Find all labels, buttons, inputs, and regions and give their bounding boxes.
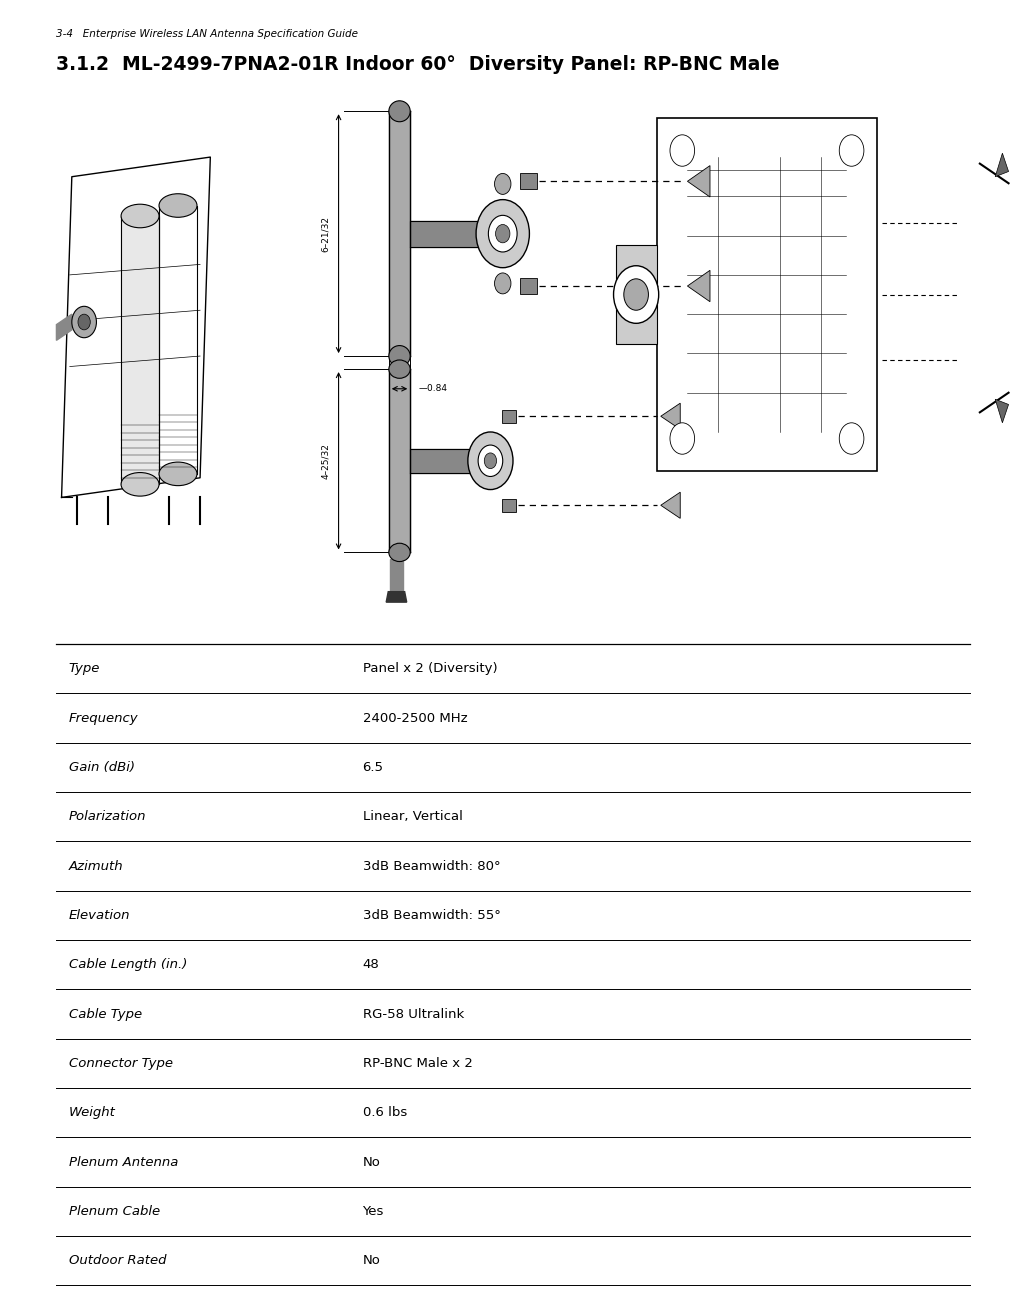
Polygon shape bbox=[995, 399, 1009, 423]
Circle shape bbox=[488, 216, 517, 253]
Polygon shape bbox=[56, 314, 72, 340]
Polygon shape bbox=[687, 271, 710, 302]
Text: No: No bbox=[362, 1254, 381, 1267]
Circle shape bbox=[839, 423, 864, 454]
Circle shape bbox=[495, 274, 511, 295]
Text: Elevation: Elevation bbox=[69, 908, 130, 922]
Ellipse shape bbox=[389, 543, 410, 562]
Text: Yes: Yes bbox=[362, 1204, 384, 1217]
Bar bbox=[520, 173, 537, 188]
Circle shape bbox=[670, 423, 695, 454]
Polygon shape bbox=[121, 216, 159, 484]
Polygon shape bbox=[687, 165, 710, 196]
Text: Outdoor Rated: Outdoor Rated bbox=[69, 1254, 166, 1267]
Bar bbox=[502, 410, 516, 423]
Text: Plenum Antenna: Plenum Antenna bbox=[69, 1156, 179, 1169]
Text: Azimuth: Azimuth bbox=[69, 860, 123, 873]
Polygon shape bbox=[62, 157, 210, 497]
Text: 48: 48 bbox=[362, 958, 380, 971]
Text: Cable Length (in.): Cable Length (in.) bbox=[69, 958, 187, 971]
Polygon shape bbox=[410, 449, 472, 473]
Bar bbox=[616, 245, 657, 344]
Ellipse shape bbox=[159, 194, 197, 217]
Circle shape bbox=[614, 266, 659, 323]
Circle shape bbox=[478, 445, 503, 476]
Polygon shape bbox=[159, 206, 197, 474]
Polygon shape bbox=[390, 559, 402, 592]
Text: No: No bbox=[362, 1156, 381, 1169]
Ellipse shape bbox=[159, 462, 197, 486]
Text: Type: Type bbox=[69, 662, 101, 675]
Text: 6–21/32: 6–21/32 bbox=[321, 216, 330, 251]
Circle shape bbox=[484, 453, 497, 469]
Ellipse shape bbox=[389, 346, 410, 367]
Polygon shape bbox=[995, 153, 1009, 177]
Circle shape bbox=[78, 314, 90, 330]
Bar bbox=[56, 85, 970, 622]
Text: RP-BNC Male x 2: RP-BNC Male x 2 bbox=[362, 1056, 472, 1069]
Polygon shape bbox=[389, 111, 410, 356]
Polygon shape bbox=[386, 592, 406, 602]
Bar bbox=[520, 278, 537, 295]
Polygon shape bbox=[661, 492, 680, 518]
Text: 3.1.2  ML-2499-7PNA2-01R Indoor 60°  Diversity Panel: RP-BNC Male: 3.1.2 ML-2499-7PNA2-01R Indoor 60° Diver… bbox=[56, 55, 780, 75]
Text: Panel x 2 (Diversity): Panel x 2 (Diversity) bbox=[362, 662, 498, 675]
Text: 2400-2500 MHz: 2400-2500 MHz bbox=[362, 712, 467, 725]
Text: 4–25/32: 4–25/32 bbox=[321, 442, 330, 479]
Text: Linear, Vertical: Linear, Vertical bbox=[362, 810, 463, 823]
Ellipse shape bbox=[121, 473, 159, 496]
Text: Gain (dBi): Gain (dBi) bbox=[69, 761, 134, 774]
Text: 3dB Beamwidth: 80°: 3dB Beamwidth: 80° bbox=[362, 860, 500, 873]
Circle shape bbox=[495, 173, 511, 194]
Text: 3dB Beamwidth: 55°: 3dB Beamwidth: 55° bbox=[362, 908, 501, 922]
Text: Weight: Weight bbox=[69, 1106, 116, 1119]
Bar bbox=[657, 118, 877, 471]
Text: Polarization: Polarization bbox=[69, 810, 147, 823]
Circle shape bbox=[72, 306, 96, 338]
Circle shape bbox=[476, 199, 529, 268]
Circle shape bbox=[496, 225, 510, 243]
Ellipse shape bbox=[121, 204, 159, 228]
Ellipse shape bbox=[389, 360, 410, 378]
Text: RG-58 Ultralink: RG-58 Ultralink bbox=[362, 1008, 464, 1021]
Circle shape bbox=[670, 135, 695, 166]
Text: Cable Type: Cable Type bbox=[69, 1008, 142, 1021]
Bar bbox=[502, 499, 516, 512]
Text: Connector Type: Connector Type bbox=[69, 1056, 172, 1069]
Circle shape bbox=[839, 135, 864, 166]
Text: 6.5: 6.5 bbox=[362, 761, 384, 774]
Text: Plenum Cable: Plenum Cable bbox=[69, 1204, 160, 1217]
Polygon shape bbox=[661, 403, 680, 429]
Circle shape bbox=[624, 279, 648, 310]
Polygon shape bbox=[389, 369, 410, 552]
Text: 0.6 lbs: 0.6 lbs bbox=[362, 1106, 406, 1119]
Circle shape bbox=[468, 432, 513, 490]
Text: —0.84: —0.84 bbox=[419, 385, 447, 393]
Text: Frequency: Frequency bbox=[69, 712, 139, 725]
Ellipse shape bbox=[389, 101, 410, 122]
Polygon shape bbox=[410, 220, 482, 246]
Text: 3-4   Enterprise Wireless LAN Antenna Specification Guide: 3-4 Enterprise Wireless LAN Antenna Spec… bbox=[56, 29, 358, 39]
